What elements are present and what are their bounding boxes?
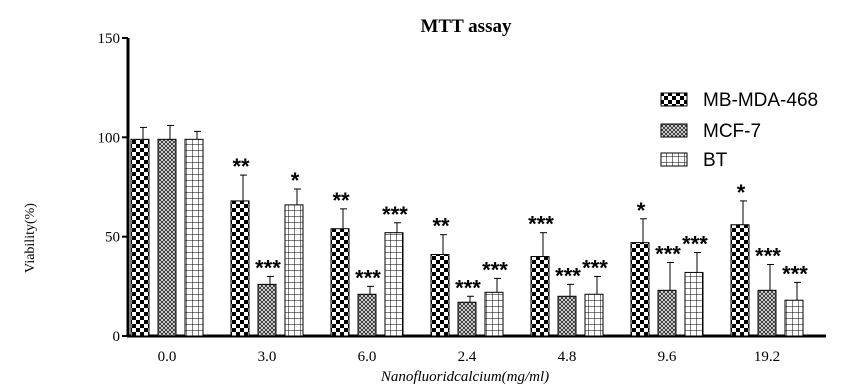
bar <box>657 289 677 337</box>
significance-marker: * <box>637 198 646 223</box>
x-tick-label: 0.0 <box>158 349 177 365</box>
bar <box>284 204 304 337</box>
x-tick-label: 19.2 <box>754 349 780 365</box>
bar <box>530 256 550 337</box>
bar <box>584 293 604 337</box>
x-ticks: 0.0 3.0 6.0 2.4 4.8 9.6 19.2 <box>158 349 781 365</box>
y-tick-label: 100 <box>98 130 121 146</box>
significance-marker: *** <box>555 263 581 288</box>
bar <box>184 138 204 337</box>
significance-marker: * <box>291 168 300 193</box>
significance-marker: *** <box>455 275 481 300</box>
significance-marker: *** <box>655 241 681 266</box>
bar <box>757 289 777 337</box>
significance-marker: *** <box>355 265 381 290</box>
bar <box>330 228 350 337</box>
x-tick-label: 4.8 <box>558 349 577 365</box>
bar <box>130 138 150 337</box>
significance-marker: ** <box>332 188 350 213</box>
bar <box>357 293 377 337</box>
significance-marker: * <box>737 180 746 205</box>
significance-marker: *** <box>755 243 781 268</box>
bar <box>730 224 750 337</box>
x-tick-label: 9.6 <box>658 349 677 365</box>
bar <box>484 291 504 337</box>
significance-marker: *** <box>382 202 408 227</box>
x-tick-label: 6.0 <box>358 349 377 365</box>
significance-marker: ** <box>432 214 450 239</box>
significance-marker: ** <box>232 154 250 179</box>
significance-marker: *** <box>482 257 508 282</box>
x-tick-label: 3.0 <box>258 349 277 365</box>
y-tick-label: 50 <box>105 230 120 246</box>
bar <box>557 295 577 337</box>
bar <box>384 232 404 337</box>
bar <box>230 200 250 337</box>
significance-marker: *** <box>782 261 808 286</box>
chart-title: MTT assay <box>421 16 512 37</box>
bar <box>630 242 650 337</box>
significance-marker: *** <box>582 255 608 280</box>
series-mb-mda-468: ****** ***** <box>130 126 750 337</box>
y-axis-label: Viability(%) <box>23 203 38 273</box>
legend-swatch <box>660 92 688 107</box>
bar <box>157 138 177 337</box>
bar <box>457 301 477 337</box>
bar <box>257 283 277 337</box>
legend-swatch <box>660 152 688 167</box>
x-tick-label: 2.4 <box>458 349 477 365</box>
bar <box>684 271 704 337</box>
legend: MB-MDA-468 MCF-7 BT <box>660 90 818 171</box>
y-tick-label: 150 <box>98 31 121 47</box>
y-ticks: 0 50 100 150 <box>98 31 128 345</box>
y-tick-label: 0 <box>113 329 121 345</box>
bar <box>430 254 450 337</box>
bar <box>784 299 804 337</box>
legend-label: MB-MDA-468 <box>703 90 818 111</box>
series-mcf-7: *** *** *** ****** *** <box>157 124 781 337</box>
significance-marker: *** <box>528 212 554 237</box>
legend-swatch <box>660 123 688 138</box>
series-bt: ******* ********* <box>184 130 808 337</box>
legend-label: BT <box>703 150 728 171</box>
x-axis-label: Nanofluoridcalcium(mg/ml) <box>380 369 549 385</box>
significance-marker: *** <box>255 255 281 280</box>
legend-label: MCF-7 <box>703 121 761 142</box>
significance-marker: *** <box>682 232 708 257</box>
bars: ****** ******** *** *** ****** ********** ****… <box>130 124 808 337</box>
